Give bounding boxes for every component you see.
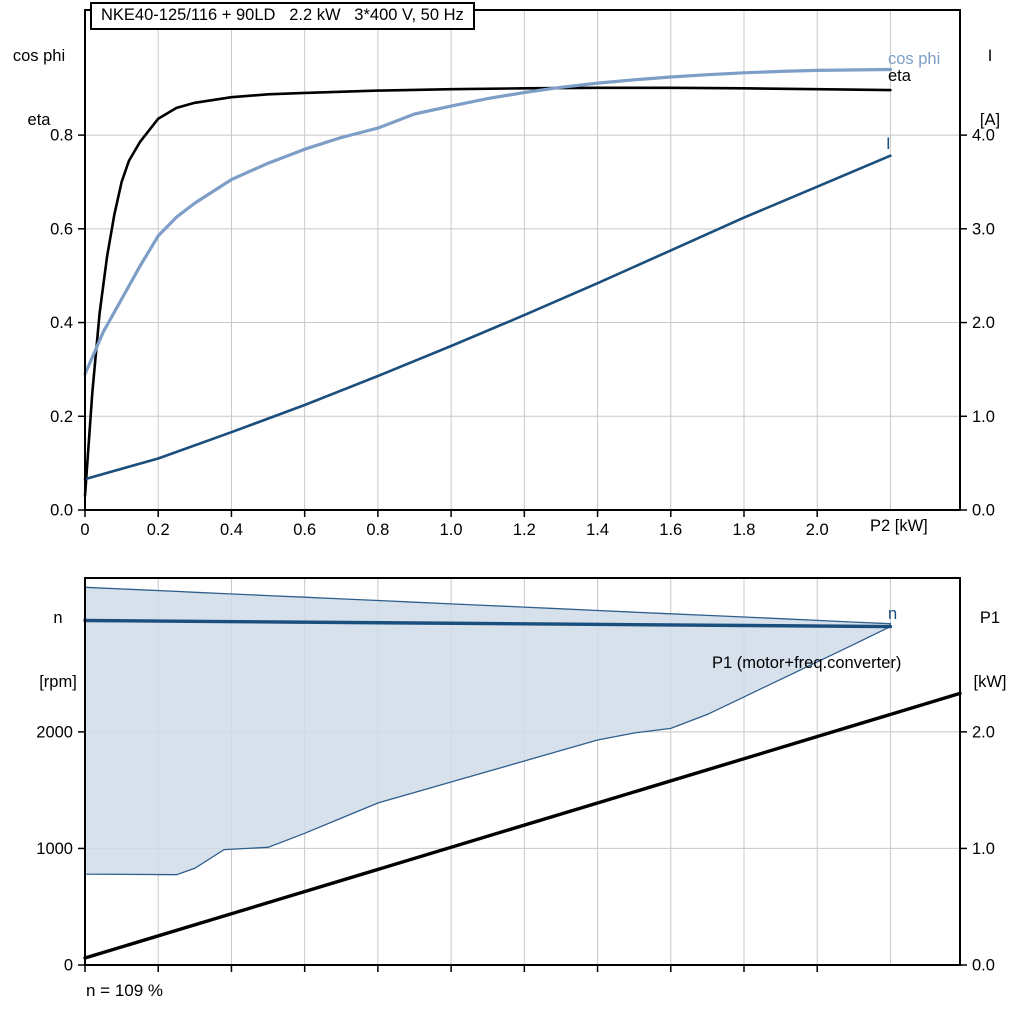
svg-text:0: 0 [80,521,89,539]
left-axis-title-line1: cos phi [12,46,66,65]
svg-text:3.0: 3.0 [972,220,995,238]
series-i [83,154,892,481]
series-p1-motor-freq-converter [83,691,962,960]
svg-text:1.0: 1.0 [972,840,995,858]
svg-text:1.6: 1.6 [659,521,682,539]
svg-text:2.0: 2.0 [972,723,995,741]
speed-axis-title-line2: [rpm] [39,673,77,692]
speed-percentage-note: n = 109 % [86,981,164,1000]
current-series-label: I [886,135,891,153]
p1-axis-title-line1: P1 [979,608,1001,627]
left-axis-title-line2: eta [27,111,51,130]
eta-series-label: eta [888,67,911,85]
cosphi-series-label: cos phi [888,50,941,68]
chart-title-box: NKE40-125/116 + 90LD 2.2 kW 3*400 V, 50 … [90,2,475,31]
speed-control-range [84,586,892,876]
motor-performance-chart-axes: 0 0.2 0.4 0.6 0.8 1.0 1.2 1.4 1.6 1.8 2.0 0.0 0.2 0.4… [50,127,995,539]
svg-text:0.2: 0.2 [50,408,73,426]
right-axis-title-line1: I [987,46,993,65]
svg-text:2.0: 2.0 [806,521,829,539]
speed-series-label: n [888,605,898,623]
speed-power-chart-border [84,577,961,966]
right-axis-title-line2: [A] [979,111,1001,130]
svg-text:1.2: 1.2 [513,521,536,539]
series-eta [83,86,892,498]
svg-text:2.0: 2.0 [972,314,995,332]
svg-text:0.0: 0.0 [972,957,995,975]
svg-text:2000: 2000 [36,723,73,741]
speed-axis-title-line1: n [53,608,63,627]
svg-text:0.4: 0.4 [50,314,73,332]
speed-power-chart-axes: 0 1000 2000 0.0 1.0 2.0 [36,723,995,974]
motor-performance-chart: 0 0.2 0.4 0.6 0.8 1.0 1.2 1.4 1.6 1.8 2.0 0.0 0.2 0.4… [50,9,995,539]
svg-text:1.0: 1.0 [972,408,995,426]
svg-text:0.6: 0.6 [50,220,73,238]
motor-performance-chart-grid [85,10,960,510]
svg-text:0.6: 0.6 [293,521,316,539]
svg-text:1.0: 1.0 [440,521,463,539]
x-axis-label: P2 [kW] [870,517,928,535]
svg-text:0.8: 0.8 [366,521,389,539]
motor-performance-chart-border [84,9,961,511]
svg-text:0: 0 [64,957,73,975]
series-n [83,618,893,629]
svg-text:0.0: 0.0 [972,502,995,520]
svg-text:0.8: 0.8 [50,127,73,145]
svg-text:0.2: 0.2 [147,521,170,539]
svg-text:1000: 1000 [36,840,73,858]
svg-text:1.8: 1.8 [733,521,756,539]
svg-text:4.0: 4.0 [972,127,995,145]
series-cos-phi [83,67,893,376]
bottom-left-axis-title: n [rpm] [22,565,94,715]
p1-axis-title-line2: [kW] [973,673,1007,692]
svg-text:0.4: 0.4 [220,521,243,539]
bottom-right-axis-title: P1 [kW] [960,565,1020,715]
top-left-axis-title: cos phi eta [4,3,74,153]
p1-series-label: P1 (motor+freq.converter) [712,654,902,672]
svg-text:0.0: 0.0 [50,502,73,520]
svg-text:1.4: 1.4 [586,521,609,539]
top-right-axis-title: I [A] [960,3,1020,153]
speed-power-chart: 0 1000 2000 0.0 1.0 2.0 [36,577,995,975]
